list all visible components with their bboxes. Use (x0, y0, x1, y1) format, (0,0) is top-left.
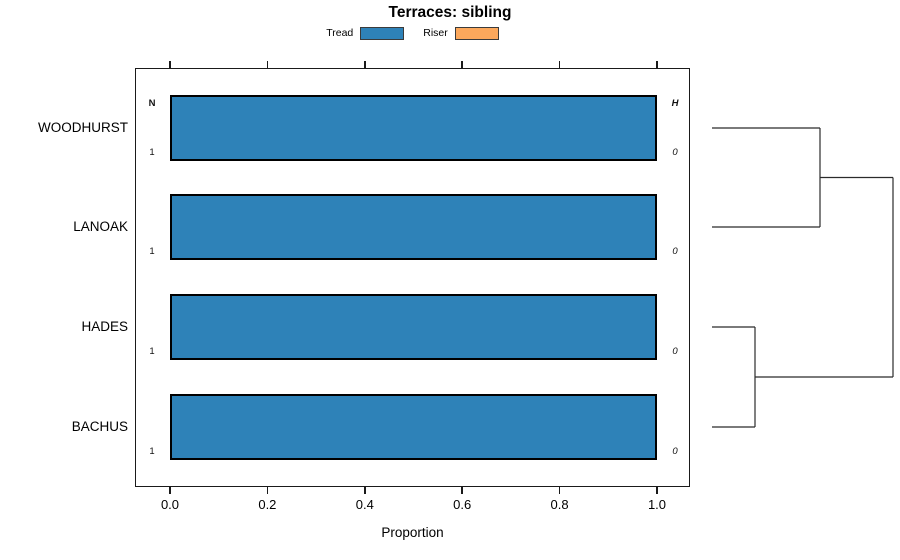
row-right-value: 0 (672, 246, 678, 257)
x-tick-bottom (364, 487, 366, 494)
bar-bachus-tread (170, 394, 657, 460)
x-tick-label: 0.6 (453, 497, 472, 512)
x-tick-top (558, 61, 561, 68)
category-label-bachus: BACHUS (71, 419, 128, 434)
legend-swatch-riser (454, 26, 499, 40)
x-tick-label: 0.4 (355, 497, 374, 512)
x-tick-bottom (558, 487, 561, 494)
x-tick-top (656, 61, 658, 68)
legend-swatch-tread (360, 26, 405, 40)
row-left-value: 1 (149, 446, 155, 457)
row-left-header: N (148, 98, 156, 109)
legend-label: Riser (423, 27, 448, 39)
bar-woodhurst-tread (170, 95, 657, 161)
row-right-header: H (671, 98, 679, 109)
x-tick-label: 1.0 (647, 497, 667, 512)
x-tick-label: 0.0 (160, 497, 180, 512)
x-tick-top (364, 61, 366, 68)
row-left-value: 1 (149, 246, 155, 257)
legend-item-tread: Tread (326, 26, 405, 40)
x-axis-title: Proportion (381, 525, 444, 540)
bar-lanoak-tread (170, 194, 657, 260)
chart-title: Terraces: sibling (388, 4, 512, 21)
row-right-value: 0 (672, 346, 678, 357)
x-tick-bottom (461, 487, 463, 494)
x-tick-label: 0.2 (258, 497, 277, 512)
x-tick-bottom (266, 487, 269, 494)
x-tick-bottom (169, 487, 171, 494)
row-right-value: 0 (672, 446, 678, 457)
category-label-hades: HADES (81, 319, 128, 334)
x-tick-top (266, 61, 269, 68)
row-left-value: 1 (149, 147, 155, 158)
category-label-woodhurst: WOODHURST (38, 120, 128, 135)
legend-item-riser: Riser (423, 26, 499, 40)
category-label-lanoak: LANOAK (73, 219, 128, 234)
row-left-value: 1 (149, 346, 155, 357)
row-right-value: 0 (672, 147, 678, 158)
legend: Tread Riser (135, 24, 690, 42)
bar-hades-tread (170, 294, 657, 360)
x-tick-bottom (656, 487, 658, 494)
legend-label: Tread (326, 27, 354, 39)
x-tick-top (169, 61, 171, 68)
plot-box (135, 68, 690, 487)
x-tick-label: 0.8 (550, 497, 569, 512)
x-tick-top (461, 61, 463, 68)
